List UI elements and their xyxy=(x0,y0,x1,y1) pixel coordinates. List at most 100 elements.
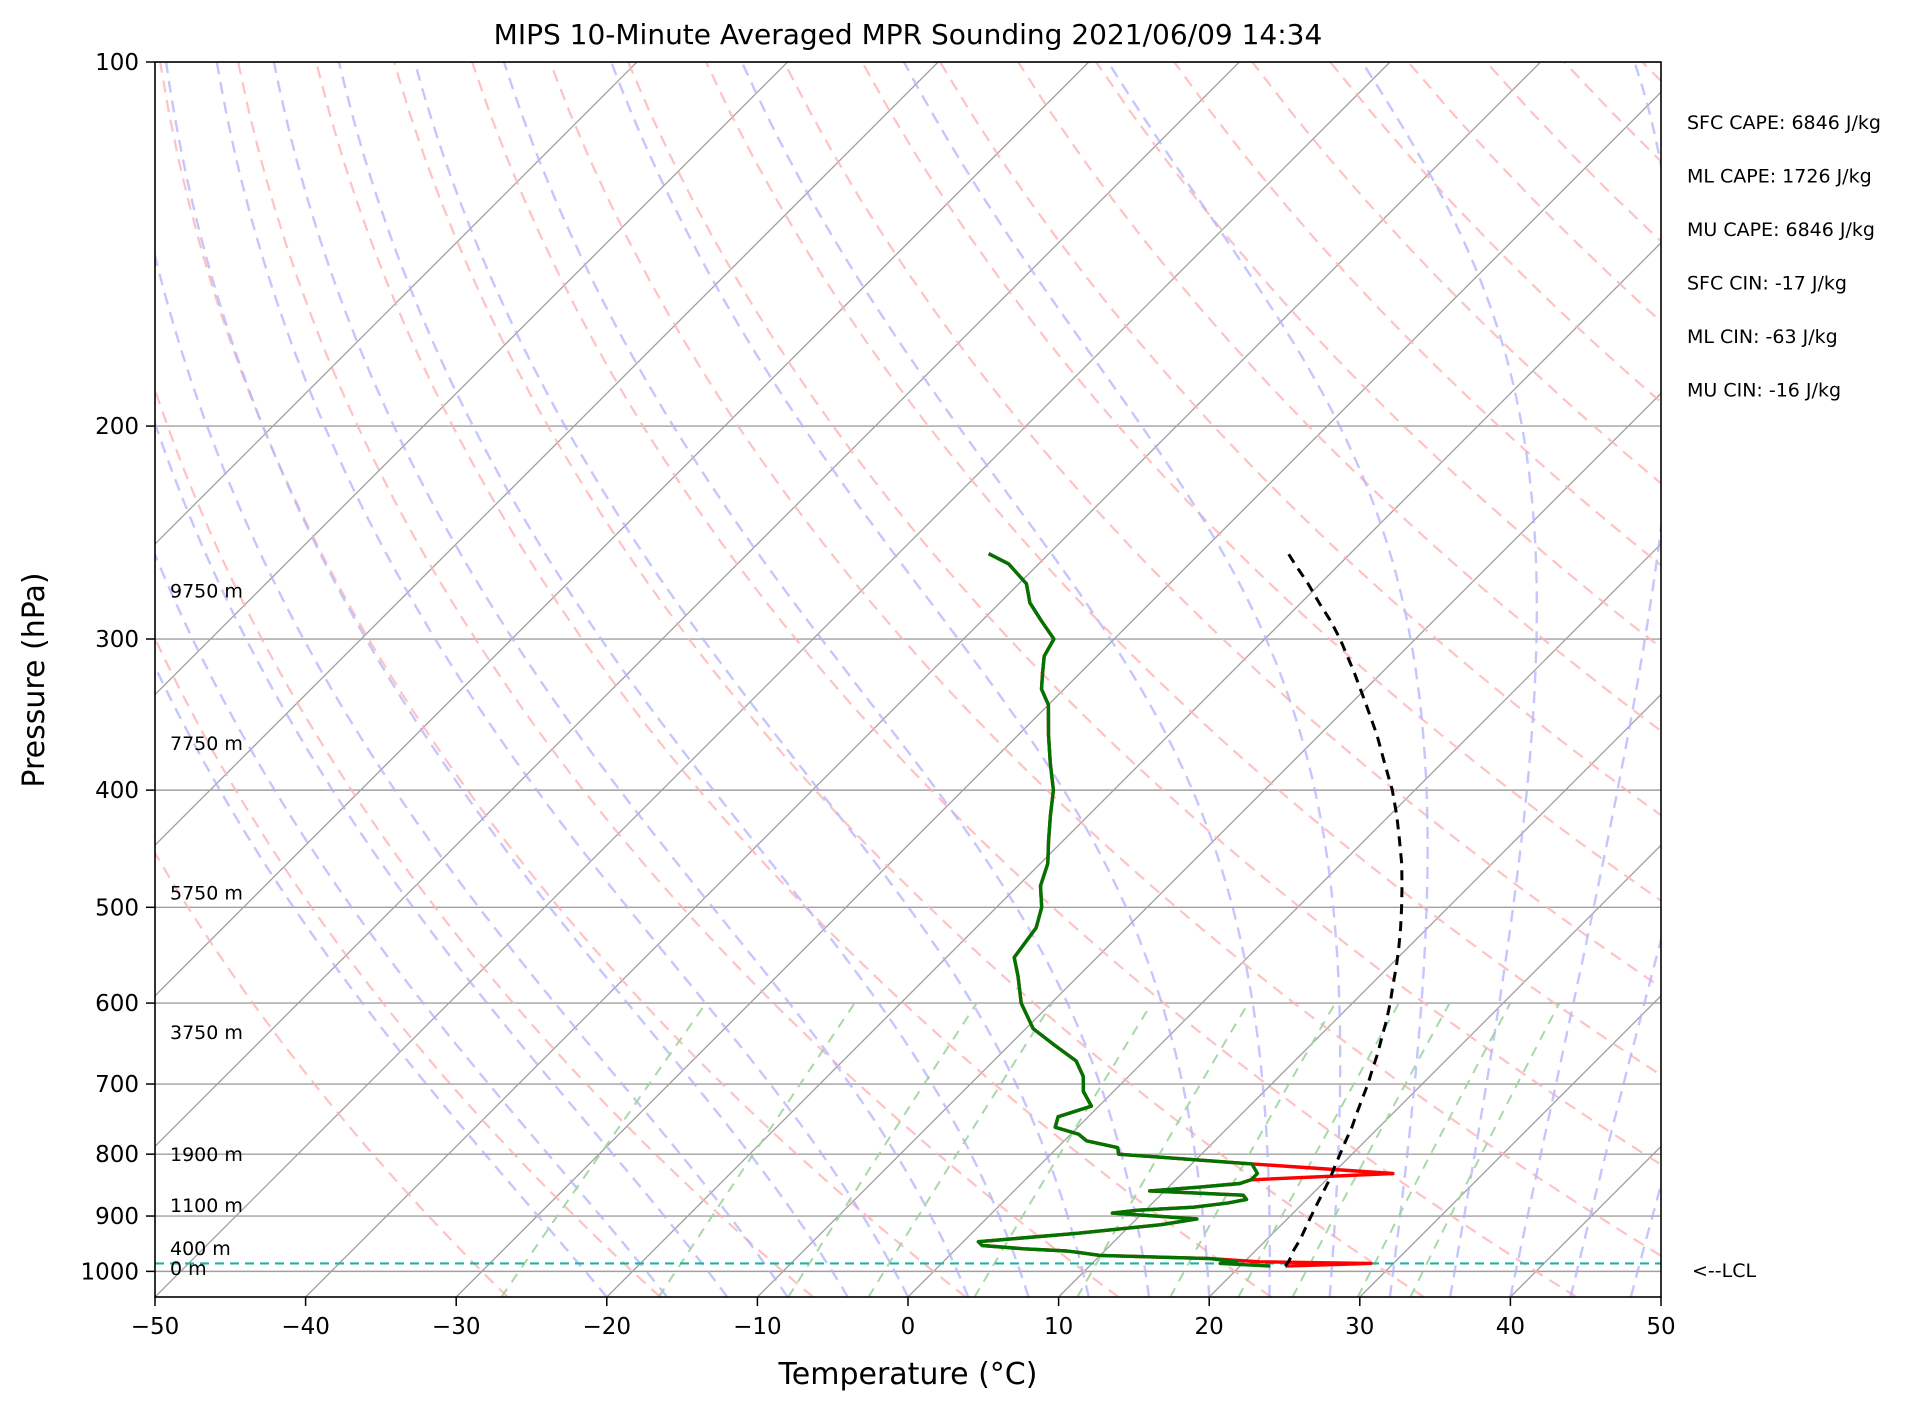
isotherm-line xyxy=(155,62,1240,1148)
dry-adiabat-line xyxy=(1641,62,1661,83)
moist-adiabat-line xyxy=(164,62,849,1297)
moist-adiabat-line xyxy=(155,250,789,1297)
x-tick-label: −20 xyxy=(583,1314,632,1340)
annotation-text: ML CAPE: 1726 J/kg xyxy=(1687,166,1872,188)
x-tick-label: −30 xyxy=(432,1314,481,1340)
height-label: 0 m xyxy=(170,1258,207,1280)
isotherm-line xyxy=(155,62,638,545)
moist-adiabat-line xyxy=(155,551,668,1297)
isotherm-line xyxy=(1359,994,1661,1297)
annotation-text: SFC CAPE: 6846 J/kg xyxy=(1687,112,1881,134)
annotation-text: SFC CIN: -17 J/kg xyxy=(1687,273,1847,295)
isotherm-line xyxy=(606,241,1661,1297)
annotation-text: ML CIN: -63 J/kg xyxy=(1687,326,1838,348)
isotherm-line xyxy=(155,62,1391,1297)
moist-adiabat-line xyxy=(1569,935,1661,1297)
y-tick-label: 400 xyxy=(95,778,139,804)
height-label: 7750 m xyxy=(170,733,243,755)
cape-cin-annotations: SFC CAPE: 6846 J/kg ML CAPE: 1726 J/kg MU … xyxy=(1687,112,1881,402)
y-tick-label: 1000 xyxy=(80,1259,139,1285)
y-tick-label: 600 xyxy=(95,991,139,1017)
height-label: 1100 m xyxy=(170,1195,243,1217)
y-axis: 100 200 300 400 500 600 700 800 900 1000 xyxy=(80,50,155,1285)
dry-adiabat-line xyxy=(1017,62,1661,733)
annotation-text: MU CIN: -16 J/kg xyxy=(1687,380,1841,402)
data-lines xyxy=(976,552,1404,1268)
dry-adiabat-line xyxy=(1720,62,1925,1297)
height-label: 1900 m xyxy=(170,1144,243,1166)
moist-adiabat-line xyxy=(155,663,608,1297)
mixing-ratio-line xyxy=(1409,1002,1561,1297)
y-tick-label: 100 xyxy=(95,50,139,76)
x-tick-label: 30 xyxy=(1345,1314,1374,1340)
moist-adiabat-line xyxy=(1361,62,1539,1297)
lcl-label: <--LCL xyxy=(1692,1260,1756,1282)
x-tick-label: −40 xyxy=(281,1314,330,1340)
moist-adiabat-line xyxy=(1509,62,1661,1297)
mixing-ratio-line xyxy=(867,1002,1053,1297)
dry-adiabat-line xyxy=(939,62,1661,817)
moist-adiabat-line xyxy=(337,62,1030,1297)
height-label: 5750 m xyxy=(170,882,243,904)
y-tick-label: 800 xyxy=(95,1142,139,1168)
isotherm-line xyxy=(155,62,789,696)
isotherm-line xyxy=(1509,1145,1661,1297)
moist-adiabat-line xyxy=(610,62,1211,1297)
dry-adiabat-line xyxy=(1095,62,1661,649)
isotherm-line xyxy=(907,543,1661,1297)
dry-adiabat-line xyxy=(1485,62,1661,243)
moist-adiabat-line xyxy=(502,62,1151,1297)
y-tick-label: 500 xyxy=(95,895,139,921)
mixing-ratio-line xyxy=(1076,1002,1250,1297)
x-axis-label: Temperature (°C) xyxy=(778,1357,1038,1392)
plot-frame xyxy=(154,61,1662,1298)
dry-adiabat-line xyxy=(237,62,1120,1297)
isotherm-line xyxy=(155,62,939,847)
x-tick-label: −50 xyxy=(131,1314,180,1340)
isotherm-line xyxy=(1208,844,1661,1297)
dry-adiabat-line xyxy=(1329,62,1661,404)
x-tick-label: 10 xyxy=(1044,1314,1073,1340)
dry-adiabat-line xyxy=(1563,62,1661,163)
isotherm-line xyxy=(155,62,1090,997)
x-tick-label: 0 xyxy=(901,1314,916,1340)
dry-adiabat-line xyxy=(155,386,814,1297)
dry-adiabat-line xyxy=(155,635,662,1297)
moist-adiabat-line xyxy=(215,62,910,1297)
x-tick-label: 40 xyxy=(1496,1314,1525,1340)
y-tick-label: 700 xyxy=(95,1072,139,1098)
parcel-line xyxy=(1284,552,1404,1267)
x-tick-label: 50 xyxy=(1646,1314,1675,1340)
moist-adiabat-line xyxy=(1629,1180,1661,1297)
height-label: 400 m xyxy=(170,1238,231,1260)
mixing-ratio-line xyxy=(1237,1002,1400,1297)
height-label: 3750 m xyxy=(170,1022,243,1044)
isotherm-line xyxy=(1660,1296,1661,1297)
mixing-ratio-line xyxy=(657,1002,856,1297)
dry-adiabat-line xyxy=(705,62,1661,1077)
dry-adiabat-line xyxy=(471,62,1578,1297)
moist-adiabat-line xyxy=(155,419,729,1297)
dry-adiabat-line xyxy=(159,62,967,1297)
moist-adiabat-line xyxy=(413,62,1090,1297)
mixing-ratio-line xyxy=(1291,1002,1451,1297)
mixing-ratio-line xyxy=(973,1002,1153,1297)
moist-adiabat-line xyxy=(902,62,1342,1297)
background-lines xyxy=(155,62,1925,1297)
dry-adiabat-line xyxy=(861,62,1661,903)
x-tick-label: 20 xyxy=(1195,1314,1224,1340)
y-tick-label: 200 xyxy=(95,414,139,440)
mixing-ratio-line xyxy=(1356,1002,1512,1297)
x-axis: −50 −40 −30 −20 −10 0 10 20 30 40 50 xyxy=(131,1297,1676,1340)
y-axis-label: Pressure (hPa) xyxy=(17,572,52,787)
dry-adiabat-line xyxy=(549,62,1661,1258)
dry-adiabat-line xyxy=(393,62,1425,1297)
chart-title: MIPS 10-Minute Averaged MPR Sounding 202… xyxy=(494,18,1323,51)
moist-adiabat-line xyxy=(740,62,1272,1297)
mixing-ratio-line xyxy=(787,1002,978,1297)
dry-adiabat-line xyxy=(1251,62,1661,485)
annotation-text: MU CAPE: 6846 J/kg xyxy=(1687,219,1875,241)
isotherm-line xyxy=(455,91,1661,1297)
